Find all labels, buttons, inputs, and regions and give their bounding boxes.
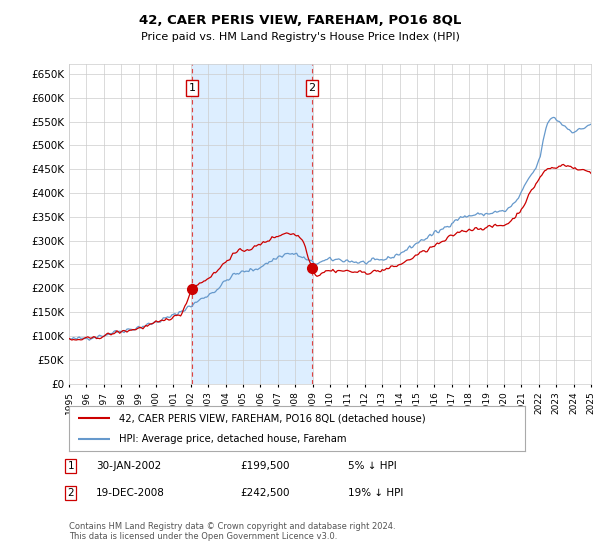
Bar (192, 64, 312, 384)
Text: 30-JAN-2002: 30-JAN-2002 (96, 461, 161, 471)
Text: £242,500: £242,500 (240, 488, 290, 498)
Text: £199,500: £199,500 (240, 461, 290, 471)
Text: 19-DEC-2008: 19-DEC-2008 (96, 488, 165, 498)
Text: 1: 1 (188, 83, 196, 93)
Text: Price paid vs. HM Land Registry's House Price Index (HPI): Price paid vs. HM Land Registry's House … (140, 32, 460, 42)
Text: 2: 2 (67, 488, 74, 498)
Text: HPI: Average price, detached house, Fareham: HPI: Average price, detached house, Fare… (119, 433, 347, 444)
Text: 2: 2 (308, 83, 316, 93)
Text: Contains HM Land Registry data © Crown copyright and database right 2024.
This d: Contains HM Land Registry data © Crown c… (69, 522, 395, 542)
Text: 1: 1 (67, 461, 74, 471)
Text: 42, CAER PERIS VIEW, FAREHAM, PO16 8QL (detached house): 42, CAER PERIS VIEW, FAREHAM, PO16 8QL (… (119, 413, 426, 423)
Text: 19% ↓ HPI: 19% ↓ HPI (348, 488, 403, 498)
Text: 5% ↓ HPI: 5% ↓ HPI (348, 461, 397, 471)
Text: 42, CAER PERIS VIEW, FAREHAM, PO16 8QL: 42, CAER PERIS VIEW, FAREHAM, PO16 8QL (139, 14, 461, 27)
